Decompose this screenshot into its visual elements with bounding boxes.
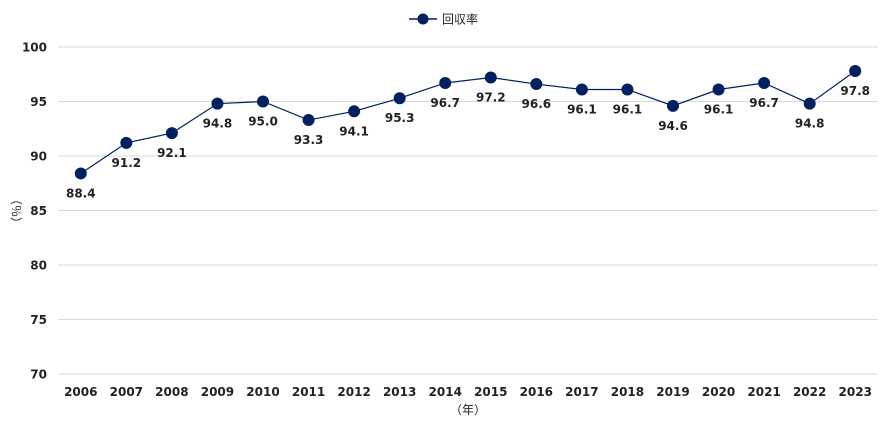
data-point [74, 167, 87, 180]
y-tick-label: 95 [30, 95, 47, 109]
y-axis-title: （％） [9, 193, 23, 229]
data-label: 95.3 [385, 111, 415, 125]
x-tick-label: 2021 [747, 385, 780, 399]
gridlines [58, 46, 878, 375]
data-label: 97.8 [840, 84, 870, 98]
x-tick-label: 2009 [201, 385, 234, 399]
data-label: 94.8 [203, 117, 233, 131]
y-tick-label: 70 [30, 368, 47, 382]
data-point [165, 127, 178, 140]
data-point [803, 97, 816, 110]
data-point [120, 136, 133, 149]
y-tick-label: 75 [30, 313, 47, 327]
data-point [393, 92, 406, 105]
data-label: 93.3 [294, 133, 324, 147]
data-point [575, 83, 588, 96]
data-point [712, 83, 725, 96]
x-tick-label: 2020 [702, 385, 735, 399]
data-point [484, 71, 497, 84]
x-tick-label: 2006 [64, 385, 97, 399]
x-tick-label: 2011 [292, 385, 325, 399]
data-label: 96.1 [704, 103, 734, 117]
data-label: 96.1 [567, 103, 597, 117]
x-tick-label: 2016 [520, 385, 553, 399]
data-label: 92.1 [157, 146, 187, 160]
data-label: 96.1 [613, 103, 643, 117]
x-tick-label: 2007 [110, 385, 143, 399]
data-point [439, 76, 452, 89]
data-label: 96.7 [749, 96, 779, 110]
data-label: 95.0 [248, 115, 278, 129]
legend: 回収率 [409, 12, 478, 27]
y-tick-label: 100 [22, 41, 47, 55]
data-point [849, 64, 862, 77]
data-label: 94.8 [795, 117, 825, 131]
data-labels: 88.4 91.2 92.1 94.8 95.0 93.3 94.1 95.3 96.7 97.2… [66, 84, 870, 200]
data-point [667, 99, 679, 112]
data-label: 88.4 [66, 186, 96, 200]
x-axis-title: （年） [450, 403, 486, 417]
data-label: 97.2 [476, 91, 506, 105]
x-tick-label: 2013 [383, 385, 416, 399]
y-tick-label: 80 [30, 259, 47, 273]
data-label: 94.6 [658, 119, 688, 133]
x-tick-label: 2014 [429, 385, 462, 399]
data-point [302, 114, 315, 127]
y-tick-label: 85 [30, 204, 47, 218]
x-tick-label: 2017 [565, 385, 598, 399]
x-tick-label: 2015 [474, 385, 507, 399]
x-tick-label: 2022 [793, 385, 826, 399]
data-label: 96.6 [522, 97, 552, 111]
x-tick-label: 2019 [656, 385, 689, 399]
data-point [257, 95, 269, 108]
x-axis-ticks: 2006 2007 2008 2009 2010 2011 2012 2013 2014 2015… [64, 385, 872, 399]
data-point [530, 78, 543, 91]
data-series [74, 64, 862, 180]
data-point [758, 76, 771, 89]
y-axis-ticks: 70 75 80 85 90 95 100 [22, 41, 47, 382]
series-line [80, 70, 856, 174]
data-point [621, 83, 634, 96]
legend-label: 回収率 [442, 12, 478, 27]
data-label: 91.2 [112, 156, 142, 170]
x-tick-label: 2018 [611, 385, 644, 399]
x-tick-label: 2010 [246, 385, 279, 399]
data-point [211, 97, 224, 110]
x-tick-label: 2008 [155, 385, 188, 399]
data-label: 96.7 [430, 96, 460, 110]
x-tick-label: 2012 [337, 385, 370, 399]
data-point [348, 105, 361, 118]
legend-marker-swatch [417, 13, 429, 25]
x-tick-label: 2023 [839, 385, 872, 399]
y-tick-label: 90 [30, 150, 47, 164]
data-label: 94.1 [339, 124, 369, 138]
